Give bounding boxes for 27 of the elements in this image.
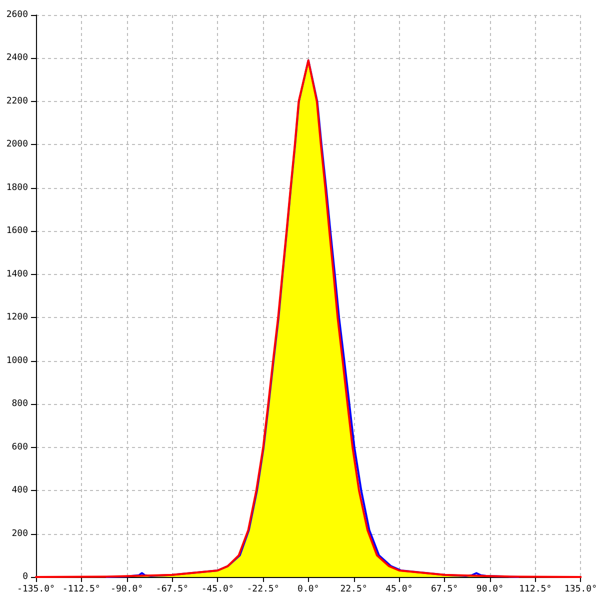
x-tick-label: 67.5° [431,584,458,594]
y-tick-label: 0 [22,572,28,582]
y-tick-label: 1600 [6,226,28,236]
x-tick-label: -22.5° [246,584,280,594]
x-tick-label: 135.0° [564,584,597,594]
x-tick-label: 112.5° [519,584,552,594]
x-tick-label: 0.0° [298,584,320,594]
y-tick-label: 2200 [6,96,28,106]
x-tick-label: -112.5° [62,584,100,594]
y-tick-label: 2000 [6,140,28,150]
y-tick-label: 1000 [6,356,28,366]
y-tick-label: 200 [12,528,28,539]
y-tick-label: 800 [12,399,28,410]
y-tick-label: 1200 [6,312,28,323]
y-tick-label: 2400 [6,53,28,64]
y-tick-label: 2600 [6,10,28,20]
x-tick-label: 22.5° [340,584,368,594]
x-tick-label: -67.5° [156,584,188,594]
x-tick-label: -45.0° [201,584,234,594]
y-tick-label: 600 [12,442,28,452]
x-tick-label: 90.0° [476,584,504,594]
y-tick-label: 400 [12,486,28,496]
x-tick-label: -90.0° [110,584,144,594]
x-tick-label: 45.0° [386,584,413,594]
x-tick-label: -135.0° [17,584,55,594]
y-tick-label: 1400 [6,269,28,280]
y-tick-label: 1800 [6,182,28,193]
